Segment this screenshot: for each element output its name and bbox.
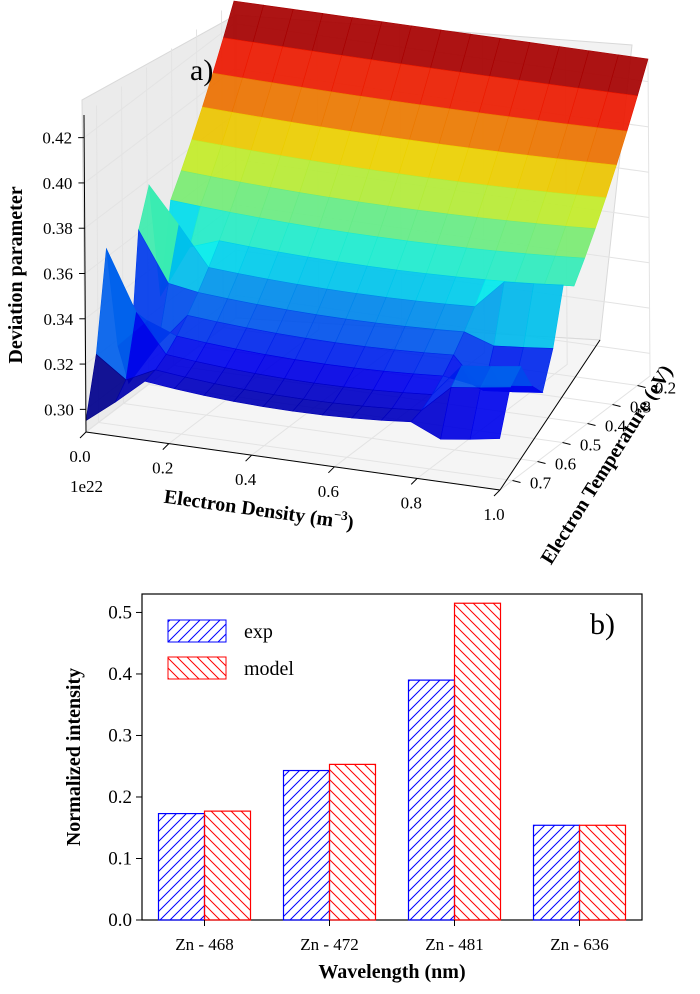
y-tick-mark bbox=[562, 442, 571, 445]
y-tick-label: 0.3 bbox=[630, 398, 651, 417]
bar-exp-4 bbox=[532, 824, 581, 921]
y-tick-label: 0.2 bbox=[655, 379, 676, 398]
z-axis-ticks: 0.30 0.32 0.34 0.36 0.38 0.40 0.42 bbox=[42, 129, 86, 419]
x-axis-label-sup: −3 bbox=[333, 507, 349, 524]
bar-model-2 bbox=[328, 763, 377, 921]
y-tick-mark bbox=[512, 480, 521, 483]
z-axis-label: Deviation parameter bbox=[5, 186, 27, 363]
y-tick-label: 0.1 bbox=[108, 848, 132, 869]
x-tick-label: 0.2 bbox=[152, 459, 173, 478]
z-tick-label: 0.32 bbox=[44, 355, 74, 374]
x-tick-label: 0.8 bbox=[401, 493, 422, 512]
z-tick-label: 0.30 bbox=[44, 400, 74, 419]
panel-b-label: b) bbox=[590, 608, 615, 641]
bar-model-1 bbox=[203, 810, 252, 921]
x-axis-ticks: 0.0 0.2 0.4 0.6 0.8 1.0 bbox=[69, 431, 505, 524]
bar-model-4 bbox=[578, 824, 627, 921]
z-tick-label: 0.34 bbox=[44, 310, 74, 329]
y-tick-label: 0.3 bbox=[108, 725, 132, 746]
x-tick-mark bbox=[493, 489, 501, 497]
x-tick-label: Zn - 636 bbox=[550, 935, 609, 954]
legend-swatch-exp bbox=[167, 619, 227, 643]
x-axis-label-close: ) bbox=[345, 512, 355, 535]
y-tick-mark bbox=[587, 423, 596, 426]
z-tick-label: 0.38 bbox=[43, 219, 73, 238]
y-axis-ticks: 0.20.30.40.50.60.7 bbox=[512, 379, 676, 493]
plot-frame bbox=[141, 593, 643, 921]
y-tick-label: 0.5 bbox=[108, 602, 132, 623]
y-axis-label: Normalized intensity bbox=[63, 668, 85, 846]
y-tick-label: 0.7 bbox=[530, 474, 552, 493]
z-tick-label: 0.40 bbox=[43, 174, 73, 193]
x-tick-mark bbox=[162, 443, 170, 450]
x-gridline bbox=[499, 58, 651, 491]
z-tick-label: 0.36 bbox=[43, 265, 73, 284]
y-tick-label: 0.2 bbox=[108, 787, 132, 808]
legend-swatch-model bbox=[167, 656, 227, 680]
bar-model-3 bbox=[453, 602, 502, 921]
y-tick-label: 0.4 bbox=[108, 664, 132, 685]
bars bbox=[157, 602, 627, 921]
x-tick-label: 0.0 bbox=[69, 447, 90, 466]
y-axis-ticks: 0.0 0.1 0.2 0.3 0.4 0.5 bbox=[108, 602, 142, 931]
x-tick-label: 0.4 bbox=[235, 470, 257, 489]
panel-a-label: a) bbox=[190, 54, 213, 87]
y-tick-label: 0.4 bbox=[605, 417, 627, 436]
x-tick-label: 0.6 bbox=[318, 482, 339, 501]
x-tick-mark bbox=[79, 431, 87, 439]
y-gridline bbox=[96, 105, 513, 481]
x-axis-line bbox=[85, 431, 501, 491]
x-tick-mark bbox=[245, 454, 252, 462]
bar-exp-3 bbox=[407, 679, 456, 921]
x-tick-label: Zn - 472 bbox=[300, 935, 359, 954]
surface-facet bbox=[469, 387, 511, 440]
y-gridline bbox=[121, 86, 538, 462]
y-tick-mark bbox=[637, 385, 646, 388]
deviation-surface bbox=[85, 0, 649, 440]
y-tick-label: 0.5 bbox=[580, 436, 601, 455]
panel-b-bar-chart: 0.00.10.20.30.40.5 Zn - 468 Zn - 472 Zn - … bbox=[63, 593, 643, 983]
x-tick-label: Zn - 468 bbox=[175, 935, 234, 954]
legend: exp model bbox=[167, 619, 294, 680]
x-tick-mark bbox=[410, 478, 418, 485]
x-offset-text: 1e22 bbox=[70, 477, 103, 496]
panel-a-surface-plot: 0.300.320.340.360.380.400.42 0.00.20.40.… bbox=[5, 0, 677, 568]
x-axis-label-main: Electron Density (m bbox=[163, 486, 335, 532]
x-tick-label: 1.0 bbox=[483, 505, 504, 524]
z-tick-label: 0.42 bbox=[42, 129, 72, 148]
x-axis-label: Wavelength (nm) bbox=[318, 961, 465, 983]
x-axis-ticks: Zn - 468 Zn - 472 Zn - 481 Zn - 636 bbox=[175, 920, 609, 954]
y-tick-label: 0.0 bbox=[108, 910, 132, 931]
bar-exp-2 bbox=[282, 769, 331, 921]
y-tick-mark bbox=[537, 461, 546, 464]
legend-label-exp: exp bbox=[244, 621, 273, 643]
y-tick-label: 0.6 bbox=[555, 455, 576, 474]
legend-label-model: model bbox=[244, 658, 294, 680]
bar-exp-1 bbox=[157, 812, 206, 921]
x-tick-mark bbox=[328, 466, 335, 474]
y-axis-line bbox=[499, 339, 601, 491]
y-tick-mark bbox=[612, 404, 621, 407]
x-tick-label: Zn - 481 bbox=[425, 935, 484, 954]
